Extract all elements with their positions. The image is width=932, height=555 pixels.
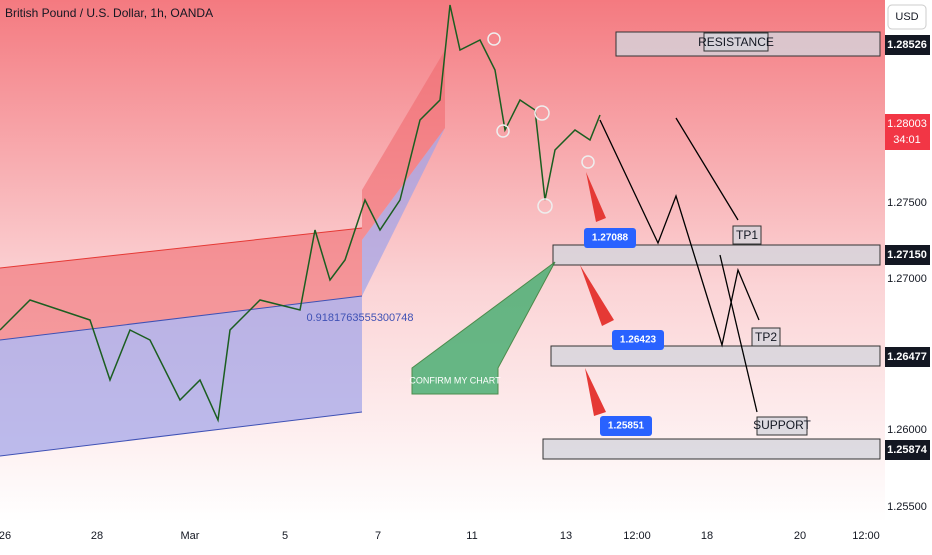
price-line [0,4,601,423]
price-label: 1.28003 [887,118,927,130]
tp1-zone [552,244,881,266]
resistance-label: RESISTANCE [698,35,774,49]
time-label: 12:00 [623,530,651,542]
tp1-label: TP1 [736,228,758,242]
price-label: 1.28526 [887,39,927,51]
marker [496,124,510,138]
channel-value: 0.9181763555300748 [306,312,413,324]
target-badge [600,416,652,436]
label-box [703,32,769,52]
price-label: 1.26000 [887,424,927,436]
price-label: 1.27000 [887,273,927,285]
countdown: 34:01 [893,134,921,146]
time-label: 18 [701,530,713,542]
channel-line [0,227,363,269]
channel-lower [0,296,362,456]
price-tag [885,114,930,150]
marker [487,32,501,46]
price-tag [885,440,930,460]
red-arrow [580,265,614,326]
price-label: 1.25500 [887,501,927,513]
time-label: 11 [466,530,477,542]
price-tag [885,245,930,265]
time-label: 26 [0,530,11,542]
channel-upper [0,228,362,340]
label-box [732,225,762,245]
time-label: 12:00 [852,530,880,542]
label-box [756,416,808,436]
label-box [751,327,781,347]
target-label: 1.27088 [592,233,629,244]
time-label: 5 [282,530,288,542]
support-label: SUPPORT [753,418,811,432]
time-label: 13 [560,530,572,542]
time-axis [0,522,885,550]
channel-lower-2 [362,128,445,296]
currency-button[interactable] [887,4,927,30]
target-badge [612,330,664,350]
price-label: 1.27500 [887,197,927,209]
currency[interactable]: USD [895,11,918,23]
price-tag [885,347,930,367]
support-zone [542,438,881,460]
price-label: 1.27150 [887,249,927,261]
callout [411,261,556,395]
time-label: 7 [375,530,381,542]
time-label: 20 [794,530,806,542]
tp2-zone [550,345,881,367]
path-arrow [675,117,739,221]
chart-title: British Pound / U.S. Dollar, 1h, OANDA [5,6,213,20]
channel-line [0,411,363,457]
time-label: Mar [181,530,200,542]
marker [581,155,595,169]
target-badge [584,228,636,248]
price-tag [885,35,930,55]
target-label: 1.26423 [620,335,657,346]
price-label: 1.26477 [887,351,927,363]
path-arrow [719,254,758,413]
path-arrow [599,119,760,348]
target-label: 1.25851 [608,421,645,432]
red-arrow [586,172,606,222]
marker [534,105,550,121]
callout-text: CONFIRM MY CHART [409,375,501,385]
channel-upper-2 [362,50,445,240]
price-label: 1.25874 [887,444,928,456]
time-label: 28 [91,530,103,542]
red-arrow [585,368,606,416]
tp2-label: TP2 [755,330,777,344]
marker [537,198,553,214]
